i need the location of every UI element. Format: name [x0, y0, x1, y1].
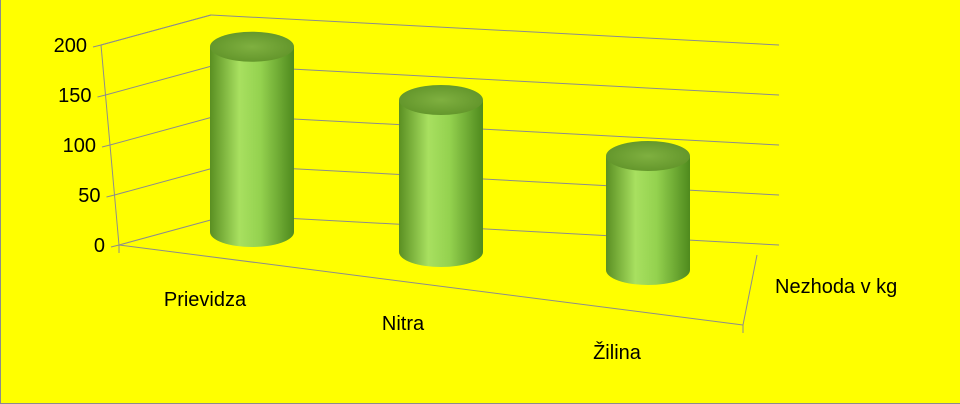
category-label: Nitra — [382, 313, 425, 335]
gridlines — [92, 14, 780, 248]
y-tick-mark — [97, 94, 106, 98]
y-tick-label: 0 — [94, 235, 105, 257]
side-gridline — [105, 64, 216, 96]
bar-žilina — [606, 141, 690, 285]
y-tick-mark — [106, 194, 115, 198]
y-tick-label: 150 — [58, 85, 91, 107]
y-tick-mark — [110, 244, 120, 248]
category-label: Žilina — [593, 341, 642, 364]
bar-top — [606, 141, 690, 171]
bar-top — [399, 85, 483, 115]
y-tick-label: 200 — [54, 35, 87, 57]
y-tick-label: 100 — [63, 135, 96, 157]
bar-body — [606, 156, 690, 285]
y-tick-mark — [92, 44, 102, 48]
bar-prievidza — [210, 31, 294, 247]
bar-nitra — [399, 85, 483, 267]
y-tick-label: 50 — [78, 185, 100, 207]
series-label: Nezhoda v kg — [775, 276, 897, 298]
back-gridline — [228, 214, 780, 246]
side-gridline — [109, 114, 221, 146]
back-gridline — [210, 14, 780, 46]
bar-body — [210, 46, 294, 247]
bars — [210, 31, 690, 285]
labels: 0 50 100 150 200 Prievidza Nitra Žilina Nezhoda … — [54, 35, 898, 364]
back-gridline — [219, 114, 780, 146]
bar-body — [399, 100, 483, 267]
side-gridline — [114, 164, 225, 196]
bar-top — [210, 31, 294, 62]
y-tick-mark — [101, 144, 111, 148]
depth-axis-line — [742, 254, 758, 326]
category-label: Prievidza — [164, 289, 247, 311]
back-gridline — [215, 64, 780, 96]
back-gridline — [224, 164, 780, 196]
x-axis-line — [118, 244, 744, 326]
side-gridline — [100, 14, 212, 46]
